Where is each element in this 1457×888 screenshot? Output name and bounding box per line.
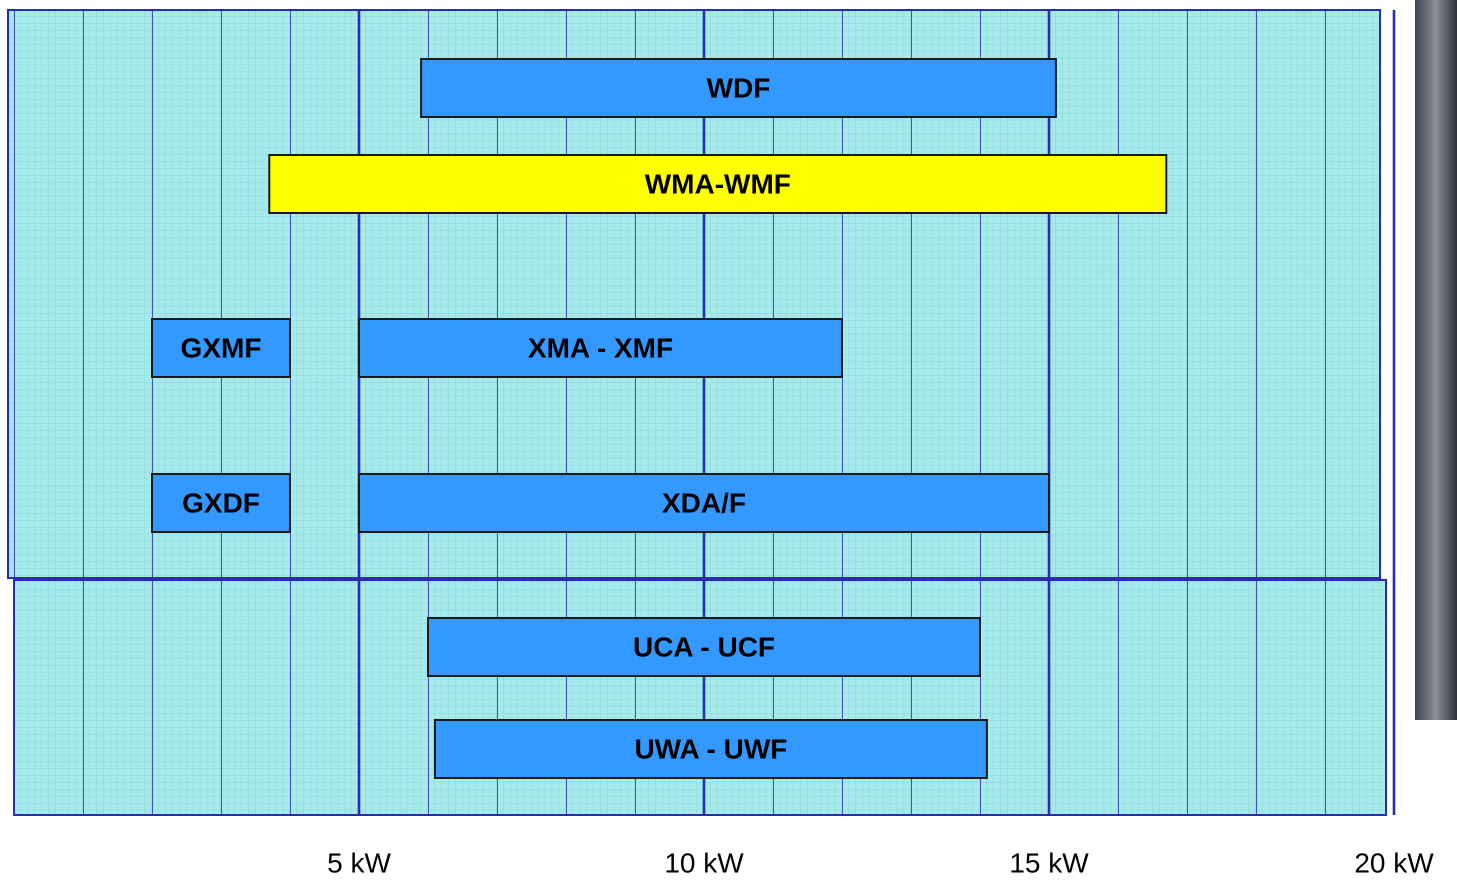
range-bar bbox=[358, 473, 1050, 533]
x-tick-label: 10 kW bbox=[664, 847, 744, 878]
product-photo bbox=[1415, 0, 1457, 720]
range-bar bbox=[151, 318, 291, 378]
range-bar bbox=[427, 617, 981, 677]
bar-label: WMA-WMF bbox=[645, 168, 791, 199]
x-tick-label: 15 kW bbox=[1009, 847, 1089, 878]
bottom-panel bbox=[13, 579, 1387, 816]
bar-label: UCA - UCF bbox=[633, 631, 775, 662]
range-bar bbox=[358, 318, 843, 378]
bar-label: UWA - UWF bbox=[634, 733, 787, 764]
bar-label: XDA/F bbox=[662, 487, 746, 518]
bar-label: GXMF bbox=[181, 332, 262, 363]
range-bar bbox=[268, 154, 1168, 214]
bar-label: WDF bbox=[707, 72, 771, 103]
x-tick-label: 5 kW bbox=[327, 847, 391, 878]
bar-label: GXDF bbox=[182, 487, 260, 518]
bar-label: XMA - XMF bbox=[528, 332, 673, 363]
range-bar bbox=[420, 58, 1057, 118]
range-bar bbox=[151, 473, 291, 533]
range-bar bbox=[433, 719, 988, 779]
x-tick-label: 20 kW bbox=[1354, 847, 1434, 878]
